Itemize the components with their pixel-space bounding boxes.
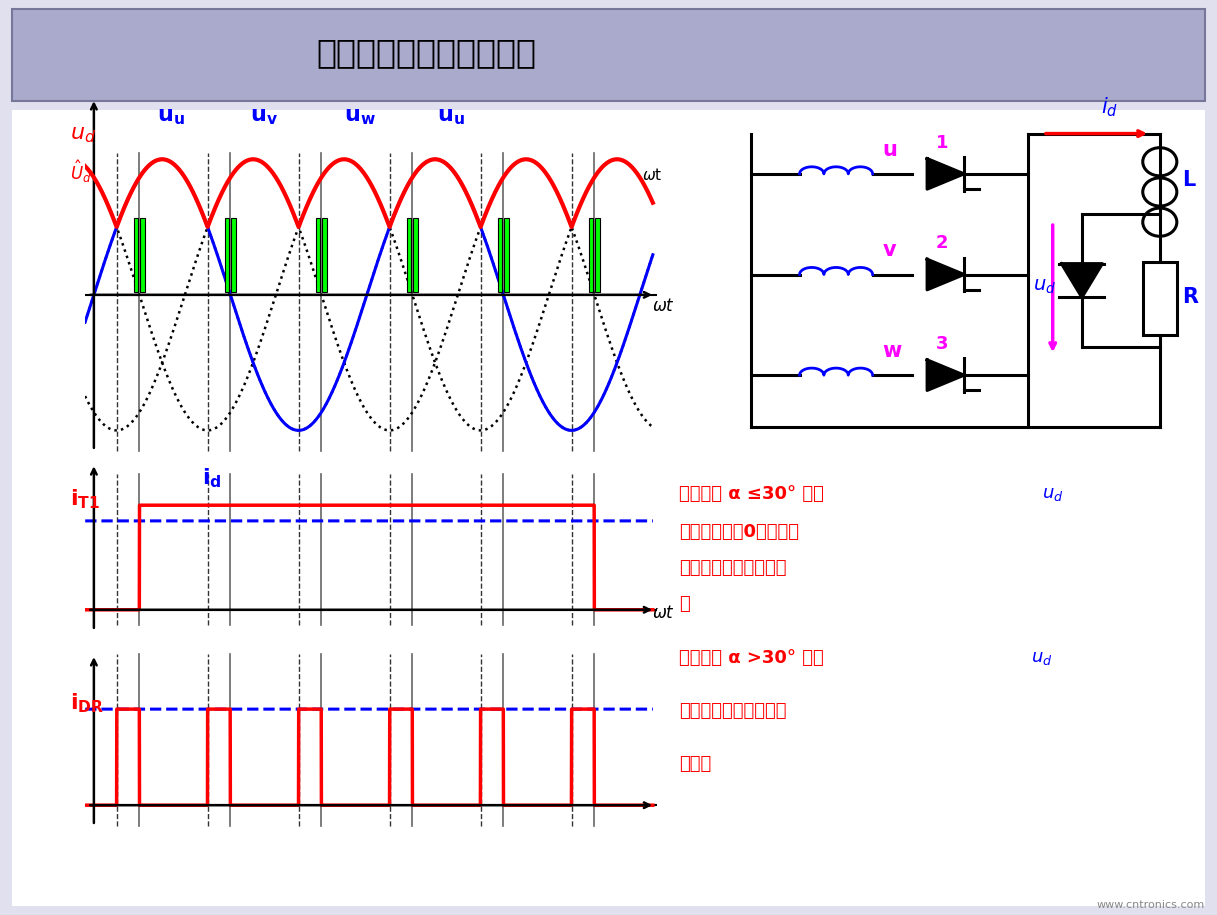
Bar bbox=[504, 218, 509, 292]
Bar bbox=[1143, 263, 1177, 335]
Text: $\mathbf{u_v}$: $\mathbf{u_v}$ bbox=[251, 107, 279, 127]
Bar bbox=[134, 218, 139, 292]
Text: L: L bbox=[1182, 170, 1195, 190]
Text: w: w bbox=[882, 341, 902, 361]
Text: 电阻负载 α >30° 时，: 电阻负载 α >30° 时， bbox=[679, 649, 824, 667]
Text: $\mathbf{i_{DR}}$: $\mathbf{i_{DR}}$ bbox=[71, 691, 105, 715]
Text: $\omega t$: $\omega t$ bbox=[652, 297, 675, 315]
Text: 3: 3 bbox=[936, 335, 948, 353]
Bar bbox=[414, 218, 417, 292]
Text: $\mathbf{u_u}$: $\mathbf{u_u}$ bbox=[157, 107, 185, 127]
FancyBboxPatch shape bbox=[12, 9, 1205, 101]
Bar bbox=[589, 218, 593, 292]
Text: 电感性负载加续流二极管: 电感性负载加续流二极管 bbox=[316, 37, 535, 70]
Text: $u_d$: $u_d$ bbox=[1033, 277, 1056, 296]
Text: $u_d$: $u_d$ bbox=[71, 124, 96, 145]
Text: 1: 1 bbox=[936, 134, 948, 152]
Text: 极管承受反压而不起作: 极管承受反压而不起作 bbox=[679, 559, 786, 577]
Bar bbox=[323, 218, 327, 292]
Text: u: u bbox=[882, 140, 897, 160]
Bar bbox=[595, 218, 600, 292]
Text: $\mathbf{i_d}$: $\mathbf{i_d}$ bbox=[202, 467, 223, 490]
Text: 2: 2 bbox=[936, 234, 948, 253]
Text: $u_d$: $u_d$ bbox=[1031, 649, 1053, 667]
Text: 断续，续流二极管起续: 断续，续流二极管起续 bbox=[679, 702, 786, 720]
Text: 连续且均大于0，续流二: 连续且均大于0，续流二 bbox=[679, 522, 800, 541]
Text: 用: 用 bbox=[679, 595, 690, 613]
Text: $\mathbf{i_{T1}}$: $\mathbf{i_{T1}}$ bbox=[71, 487, 100, 511]
Bar bbox=[225, 218, 229, 292]
Text: $\hat{U}_d$: $\hat{U}_d$ bbox=[71, 158, 91, 185]
Polygon shape bbox=[927, 259, 964, 290]
Polygon shape bbox=[927, 360, 964, 391]
Bar bbox=[140, 218, 145, 292]
Text: $i_d$: $i_d$ bbox=[1101, 95, 1118, 119]
Text: 电阻负载 α ≤30° 时，: 电阻负载 α ≤30° 时， bbox=[679, 485, 824, 503]
Text: v: v bbox=[882, 241, 896, 261]
Bar bbox=[315, 218, 320, 292]
Polygon shape bbox=[1061, 264, 1103, 297]
Text: www.cntronics.com: www.cntronics.com bbox=[1097, 900, 1205, 910]
Bar bbox=[498, 218, 503, 292]
Text: 流作用: 流作用 bbox=[679, 755, 712, 773]
Text: $\mathbf{u_u}$: $\mathbf{u_u}$ bbox=[437, 107, 465, 127]
FancyBboxPatch shape bbox=[12, 110, 1205, 906]
Text: $u_d$: $u_d$ bbox=[1042, 485, 1064, 503]
Text: R: R bbox=[1182, 286, 1198, 307]
Bar bbox=[231, 218, 236, 292]
Text: $\mathbf{u_w}$: $\mathbf{u_w}$ bbox=[343, 107, 376, 127]
Text: $\omega t$: $\omega t$ bbox=[652, 604, 675, 622]
Bar bbox=[406, 218, 411, 292]
Polygon shape bbox=[927, 158, 964, 189]
Text: $\omega$t: $\omega$t bbox=[643, 167, 662, 183]
